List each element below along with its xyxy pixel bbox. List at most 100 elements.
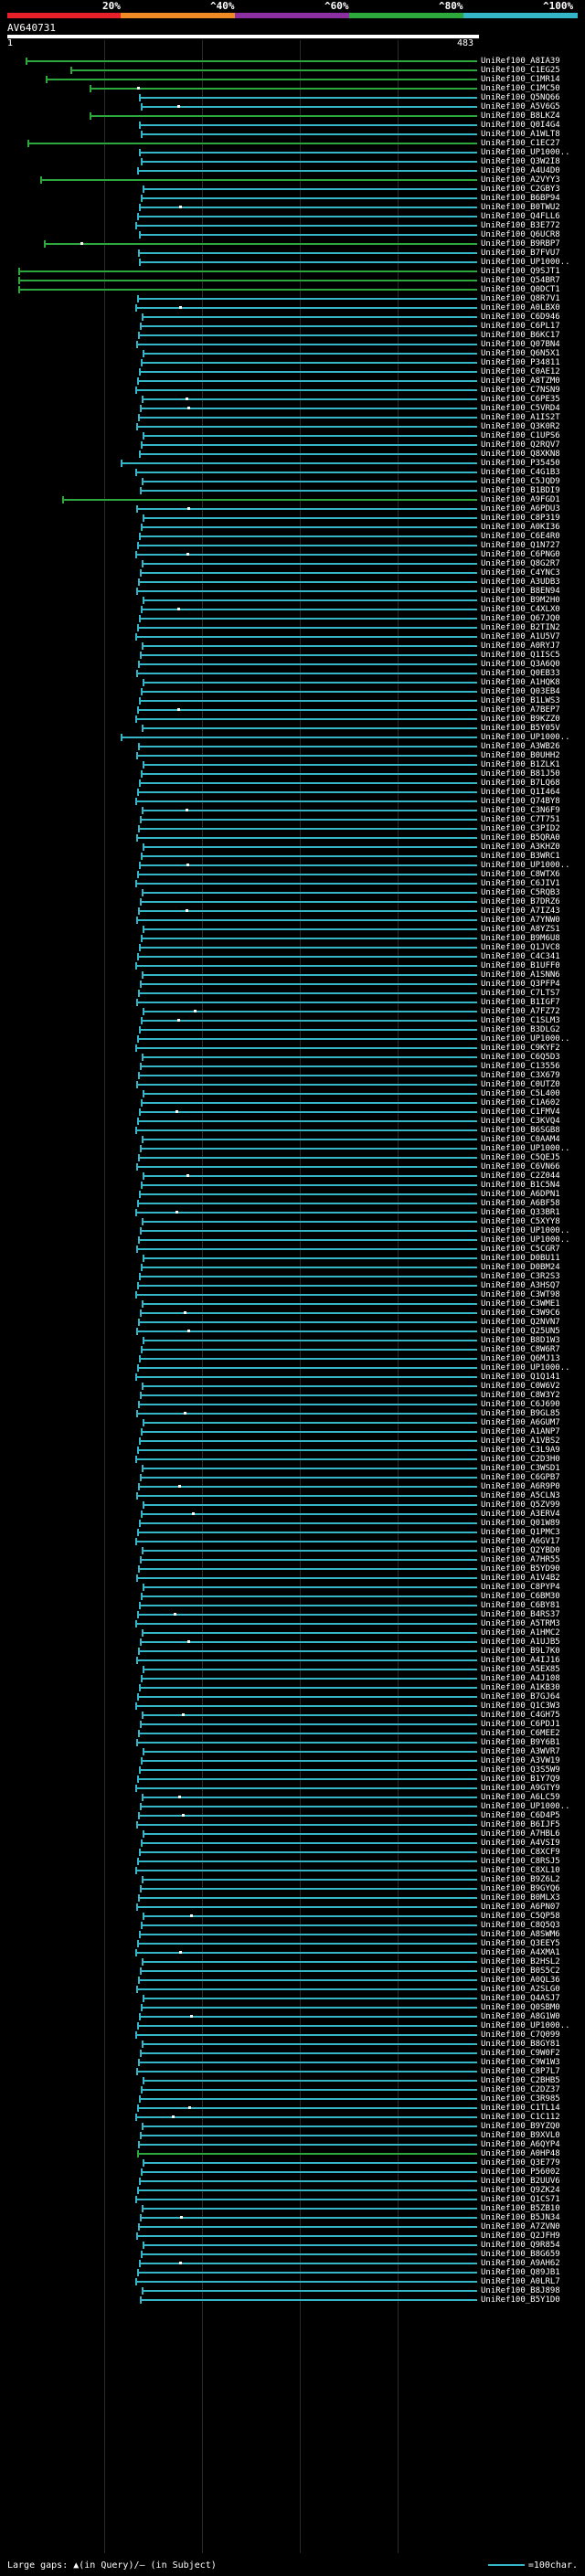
hit-label[interactable]: UniRef100_B8LKZ4 [481,111,560,121]
hit-alignment-line[interactable] [142,1714,477,1716]
hit-alignment-line[interactable] [137,1943,477,1945]
hit-label[interactable]: UniRef100_A0RYJ7 [481,641,560,651]
hit-alignment-line[interactable] [136,673,477,674]
hit-alignment-line[interactable] [141,1678,477,1680]
hit-alignment-line[interactable] [140,901,477,903]
hit-alignment-line[interactable] [143,599,477,601]
hit-label[interactable]: UniRef100_UP1000.. [481,861,570,870]
hit-label[interactable]: UniRef100_C5RQB3 [481,888,560,897]
hit-label[interactable]: UniRef100_UP1000.. [481,1802,570,1811]
hit-alignment-line[interactable] [137,791,477,793]
hit-label[interactable]: UniRef100_C5VRD4 [481,404,560,413]
hit-alignment-line[interactable] [140,1065,477,1067]
hit-alignment-line[interactable] [138,1486,477,1488]
hit-alignment-line[interactable] [142,645,477,647]
hit-label[interactable]: UniRef100_C6VN66 [481,1162,560,1171]
hit-alignment-line[interactable] [140,1559,477,1561]
hit-alignment-line[interactable] [139,97,477,99]
hit-label[interactable]: UniRef100_Q0EB33 [481,669,560,678]
hit-alignment-line[interactable] [138,1321,477,1323]
hit-alignment-line[interactable] [143,1833,477,1835]
hit-alignment-line[interactable] [141,691,477,693]
hit-alignment-line[interactable] [138,746,477,747]
hit-alignment-line[interactable] [143,1586,477,1588]
hit-label[interactable]: UniRef100_C6E4R0 [481,532,560,541]
hit-label[interactable]: UniRef100_C8WTX6 [481,870,560,879]
hit-alignment-line[interactable] [139,535,477,537]
hit-label[interactable]: UniRef100_C2D3H0 [481,1455,560,1464]
hit-alignment-line[interactable] [140,2299,477,2301]
hit-alignment-line[interactable] [143,1093,477,1095]
hit-alignment-line[interactable] [135,1787,477,1789]
hit-label[interactable]: UniRef100_A4XMA1 [481,1948,560,1957]
hit-alignment-line[interactable] [143,1504,477,1506]
hit-alignment-line[interactable] [137,1532,477,1533]
hit-alignment-line[interactable] [137,2189,477,2191]
hit-label[interactable]: UniRef100_Q0DCT1 [481,285,560,294]
hit-label[interactable]: UniRef100_A2VYY3 [481,175,560,185]
hit-label[interactable]: UniRef100_UP1000.. [481,148,570,157]
hit-alignment-line[interactable] [137,1203,477,1204]
hit-alignment-line[interactable] [143,682,477,684]
hit-label[interactable]: UniRef100_Q3A6Q0 [481,660,560,669]
hit-alignment-line[interactable] [121,737,477,738]
hit-alignment-line[interactable] [26,60,477,62]
hit-alignment-line[interactable] [138,252,477,254]
hit-alignment-line[interactable] [136,1824,477,1826]
hit-label[interactable]: UniRef100_C7LTS7 [481,989,560,998]
hit-alignment-line[interactable] [139,2180,477,2182]
hit-label[interactable]: UniRef100_B2HSL2 [481,1957,560,1966]
hit-alignment-line[interactable] [141,609,477,610]
hit-label[interactable]: UniRef100_B7DRZ6 [481,897,560,906]
hit-label[interactable]: UniRef100_Q4ASJ7 [481,1994,560,2003]
hit-alignment-line[interactable] [139,1358,477,1360]
hit-alignment-line[interactable] [137,2153,477,2155]
hit-label[interactable]: UniRef100_C6PE35 [481,395,560,404]
hit-label[interactable]: UniRef100_B0MLX3 [481,1893,560,1903]
hit-alignment-line[interactable] [141,362,477,364]
hit-label[interactable]: UniRef100_Q2RQV7 [481,440,560,450]
hit-alignment-line[interactable] [139,152,477,154]
hit-label[interactable]: UniRef100_A8G1W0 [481,2012,560,2021]
hit-label[interactable]: UniRef100_B1LWS3 [481,696,560,705]
hit-label[interactable]: UniRef100_C0UTZ0 [481,1080,560,1089]
hit-label[interactable]: UniRef100_Q9R854 [481,2241,560,2250]
hit-label[interactable]: UniRef100_A7ZVN0 [481,2222,560,2231]
hit-alignment-line[interactable] [135,2281,477,2283]
hit-label[interactable]: UniRef100_C3W9C6 [481,1309,560,1318]
hit-alignment-line[interactable] [142,727,477,729]
hit-label[interactable]: UniRef100_UP1000.. [481,1235,570,1245]
hit-label[interactable]: UniRef100_Q5NQ66 [481,93,560,102]
hit-alignment-line[interactable] [137,298,477,300]
hit-alignment-line[interactable] [138,828,477,830]
hit-alignment-line[interactable] [138,663,477,665]
hit-label[interactable]: UniRef100_A1SNN6 [481,970,560,980]
hit-label[interactable]: UniRef100_D0BM24 [481,1263,560,1272]
hit-label[interactable]: UniRef100_UP1000.. [481,1363,570,1373]
hit-alignment-line[interactable] [141,1513,477,1515]
hit-label[interactable]: UniRef100_C8XCF9 [481,1848,560,1857]
hit-alignment-line[interactable] [140,1394,477,1396]
hit-alignment-line[interactable] [142,1139,477,1140]
hit-alignment-line[interactable] [136,344,477,345]
hit-alignment-line[interactable] [140,1888,477,1890]
hit-label[interactable]: UniRef100_B0UHH2 [481,751,560,760]
hit-label[interactable]: UniRef100_B9KZZ0 [481,715,560,724]
hit-label[interactable]: UniRef100_C7NSN9 [481,386,560,395]
hit-alignment-line[interactable] [137,2272,477,2274]
hit-label[interactable]: UniRef100_B0S5C2 [481,1966,560,1976]
hit-label[interactable]: UniRef100_B1C5N4 [481,1181,560,1190]
hit-alignment-line[interactable] [140,1148,477,1150]
hit-label[interactable]: UniRef100_B3WRC1 [481,852,560,861]
hit-label[interactable]: UniRef100_Q1Q141 [481,1373,560,1382]
hit-label[interactable]: UniRef100_A6LC59 [481,1793,560,1802]
hit-alignment-line[interactable] [138,1650,477,1652]
hit-alignment-line[interactable] [139,1851,477,1853]
hit-alignment-line[interactable] [139,947,477,949]
hit-alignment-line[interactable] [138,2062,477,2063]
hit-alignment-line[interactable] [142,1056,477,1058]
hit-label[interactable]: UniRef100_Q6UCR8 [481,230,560,239]
hit-label[interactable]: UniRef100_C3WT98 [481,1290,560,1299]
hit-alignment-line[interactable] [143,2080,477,2082]
hit-label[interactable]: UniRef100_C4G1B3 [481,468,560,477]
